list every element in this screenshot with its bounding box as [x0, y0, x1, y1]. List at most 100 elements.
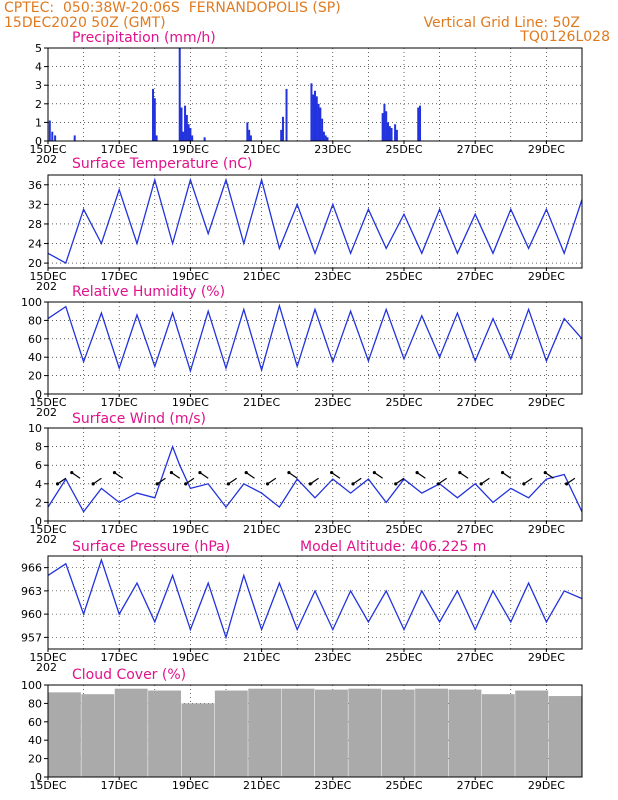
precip-bar [182, 131, 185, 141]
wind-arrow [267, 477, 277, 485]
precip-bar [184, 105, 187, 141]
x-tick-label: 25DEC [385, 651, 422, 664]
y-tick-label: 0 [35, 135, 42, 148]
wind-arrow-head [458, 470, 462, 475]
y-tick-label: 960 [21, 608, 42, 621]
precip-bar [385, 111, 388, 141]
cloud-bar [48, 692, 81, 777]
x-tick-label: 25DEC [385, 396, 422, 409]
wind-arrow [71, 472, 81, 479]
precip-bar [203, 137, 206, 141]
precip-bar [246, 122, 249, 141]
precip-bar [191, 135, 194, 141]
wind-arrow [480, 477, 490, 485]
precip-bar [381, 113, 384, 141]
x-tick-label: 23DEC [314, 143, 351, 156]
x-tick-label: 15DEC [29, 651, 66, 664]
precip-bar [152, 88, 155, 141]
precip-bar [324, 135, 327, 141]
precip-bar [280, 129, 283, 141]
precip-bar [155, 135, 158, 141]
cloud-bar [481, 694, 515, 777]
precip-bar [312, 94, 315, 141]
wind-arrow [57, 477, 67, 485]
panel-0: 0 1 2 3 4 5 15DEC 17DEC 19DEC 21DEC 23DEC 25DEC 27DE… [29, 30, 583, 166]
wind-arrow [416, 472, 426, 479]
y-tick-label: 32 [28, 198, 42, 211]
header-date: 15DEC2020 50Z (GMT) [4, 15, 166, 31]
wind-arrow [288, 472, 298, 479]
header-station: CPTEC: 050:38W-20:06S FERNANDOPOLIS (SP) [4, 0, 341, 16]
x-tick-label: 21DEC [243, 779, 280, 792]
x-tick-label: 15DEC [29, 270, 66, 283]
cloud-bar [381, 689, 415, 777]
wind-arrow-head [372, 470, 376, 475]
panel-title: Relative Humidity (%) [72, 284, 225, 300]
y-tick-label: 20 [28, 370, 42, 383]
wind-arrow-head [394, 482, 398, 486]
panel-1: 20 24 28 32 36 15DEC 17DEC 19DEC 21DEC 23DEC 25DEC… [28, 156, 583, 293]
panel-title: Surface Pressure (hPa) [72, 539, 230, 555]
x-tick-label: 15DEC [29, 396, 66, 409]
y-tick-label: 966 [21, 562, 42, 575]
precip-bar [189, 127, 192, 141]
cloud-bar [515, 690, 549, 777]
x-tick-label: 25DEC [385, 779, 422, 792]
x-tick-label: 27DEC [457, 523, 494, 536]
x-year-cut-label: 202 [36, 153, 57, 166]
panel-5: 0 20 40 60 80 100 15DEC 17DEC 19DEC 21DEC 23DEC 25D… [21, 667, 583, 792]
precip-bar [395, 129, 398, 141]
wind-arrow [459, 472, 469, 479]
x-tick-label: 23DEC [314, 779, 351, 792]
wind-arrow-head [543, 470, 547, 475]
wind-arrow-head [500, 470, 505, 475]
panel-title: Surface Wind (m/s) [72, 411, 206, 427]
series-line [47, 303, 583, 374]
precip-bar [315, 96, 318, 141]
wind-arrow-head [155, 482, 159, 486]
x-tick-label: 17DEC [101, 270, 138, 283]
wind-arrow [171, 472, 181, 479]
x-tick-label: 17DEC [101, 651, 138, 664]
y-tick-label: 80 [28, 314, 42, 327]
x-tick-label: 25DEC [385, 523, 422, 536]
precip-bar [153, 98, 156, 141]
precip-bar [48, 120, 51, 141]
wind-arrow-head [565, 482, 569, 486]
x-year-cut-label: 202 [36, 533, 57, 546]
y-tick-label: 3 [35, 79, 42, 92]
cloud-bar [348, 688, 382, 777]
y-tick-label: 80 [28, 697, 42, 710]
y-tick-label: 36 [28, 179, 42, 192]
series-line [47, 557, 583, 640]
wind-arrow [544, 472, 554, 479]
wind-arrow-head [226, 482, 231, 486]
wind-arrow-head [522, 482, 526, 486]
wind-arrow-head [91, 482, 95, 486]
x-tick-label: 29DEC [528, 523, 565, 536]
cloud-bar [448, 689, 482, 777]
wind-arrow [245, 472, 255, 479]
precip-bar [321, 118, 324, 141]
x-tick-label: 19DEC [172, 523, 209, 536]
y-tick-label: 4 [35, 478, 42, 491]
y-tick-label: 100 [21, 296, 42, 309]
y-tick-label: 957 [21, 631, 42, 644]
x-tick-label: 29DEC [528, 270, 565, 283]
panel-4: 957 960 963 966 15DEC 17DEC 19DEC 21DEC 23DEC 25D… [21, 539, 583, 674]
precip-bar [394, 124, 397, 141]
wind-arrow-head [70, 470, 74, 475]
wind-arrow [395, 477, 405, 485]
wind-arrow [352, 477, 362, 485]
x-tick-label: 19DEC [172, 143, 209, 156]
wind-arrow [331, 472, 341, 479]
y-tick-label: 24 [28, 238, 42, 251]
x-tick-label: 25DEC [385, 270, 422, 283]
wind-arrow [185, 477, 195, 485]
cloud-bar [114, 688, 148, 777]
wind-arrow-head [244, 470, 248, 475]
precip-bar [281, 116, 284, 141]
y-tick-label: 20 [28, 257, 42, 270]
cloud-bar [181, 703, 215, 777]
